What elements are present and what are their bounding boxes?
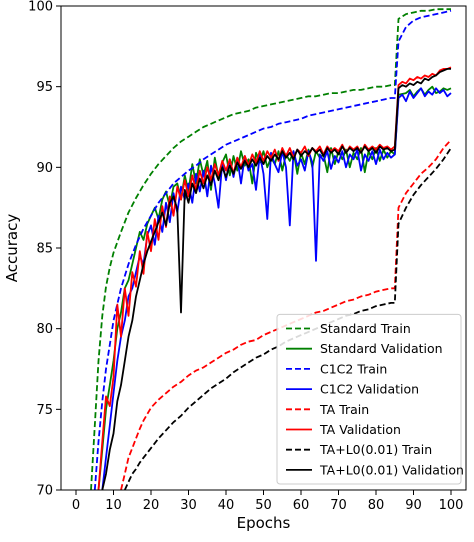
x-tick-label: 40 <box>218 498 235 513</box>
series-line-c1c2-train <box>93 9 452 490</box>
y-tick-label: 80 <box>36 322 53 337</box>
legend-label-c1c2-validation: C1C2 Validation <box>320 382 419 397</box>
legend-label-ta-l0-0-01-train: TA+L0(0.01) Train <box>319 442 432 457</box>
legend-label-standard-validation: Standard Validation <box>320 341 443 356</box>
x-tick-label: 60 <box>293 498 310 513</box>
x-axis-label: Epochs <box>237 514 291 532</box>
x-tick-label: 70 <box>330 498 347 513</box>
x-tick-label: 30 <box>180 498 197 513</box>
y-tick-label: 95 <box>36 80 53 95</box>
x-tick-label: 100 <box>439 498 464 513</box>
legend-label-ta-train: TA Train <box>319 402 369 417</box>
x-tick-label: 0 <box>72 498 80 513</box>
legend: Standard Train Standard Validation C1C2 Tr… <box>276 313 464 485</box>
x-axis-ticks: 0 10 20 30 40 50 60 70 80 90 100 <box>72 490 464 513</box>
legend-label-standard-train: Standard Train <box>320 321 411 336</box>
y-tick-label: 100 <box>28 0 53 15</box>
legend-label-ta-l0-0-01-validation: TA+L0(0.01) Validation <box>319 462 464 477</box>
legend-box <box>276 313 462 485</box>
series-line-standard-train <box>90 8 451 490</box>
legend-label-c1c2-train: C1C2 Train <box>320 361 387 376</box>
y-tick-label: 85 <box>36 242 53 257</box>
y-tick-label: 90 <box>36 161 53 176</box>
series-line-ta-l0-0-01-validation <box>101 68 451 490</box>
legend-label-ta-validation: TA Validation <box>319 422 401 437</box>
series-line-ta-validation <box>97 66 452 490</box>
x-tick-label: 50 <box>255 498 272 513</box>
y-axis-ticks: 70 75 80 85 90 95 100 <box>28 0 61 499</box>
y-tick-label: 70 <box>36 484 53 499</box>
y-axis-label: Accuracy <box>3 214 21 283</box>
x-tick-label: 80 <box>368 498 385 513</box>
x-tick-label: 20 <box>143 498 160 513</box>
y-tick-label: 75 <box>36 403 53 418</box>
x-tick-label: 10 <box>105 498 122 513</box>
x-tick-label: 90 <box>405 498 422 513</box>
